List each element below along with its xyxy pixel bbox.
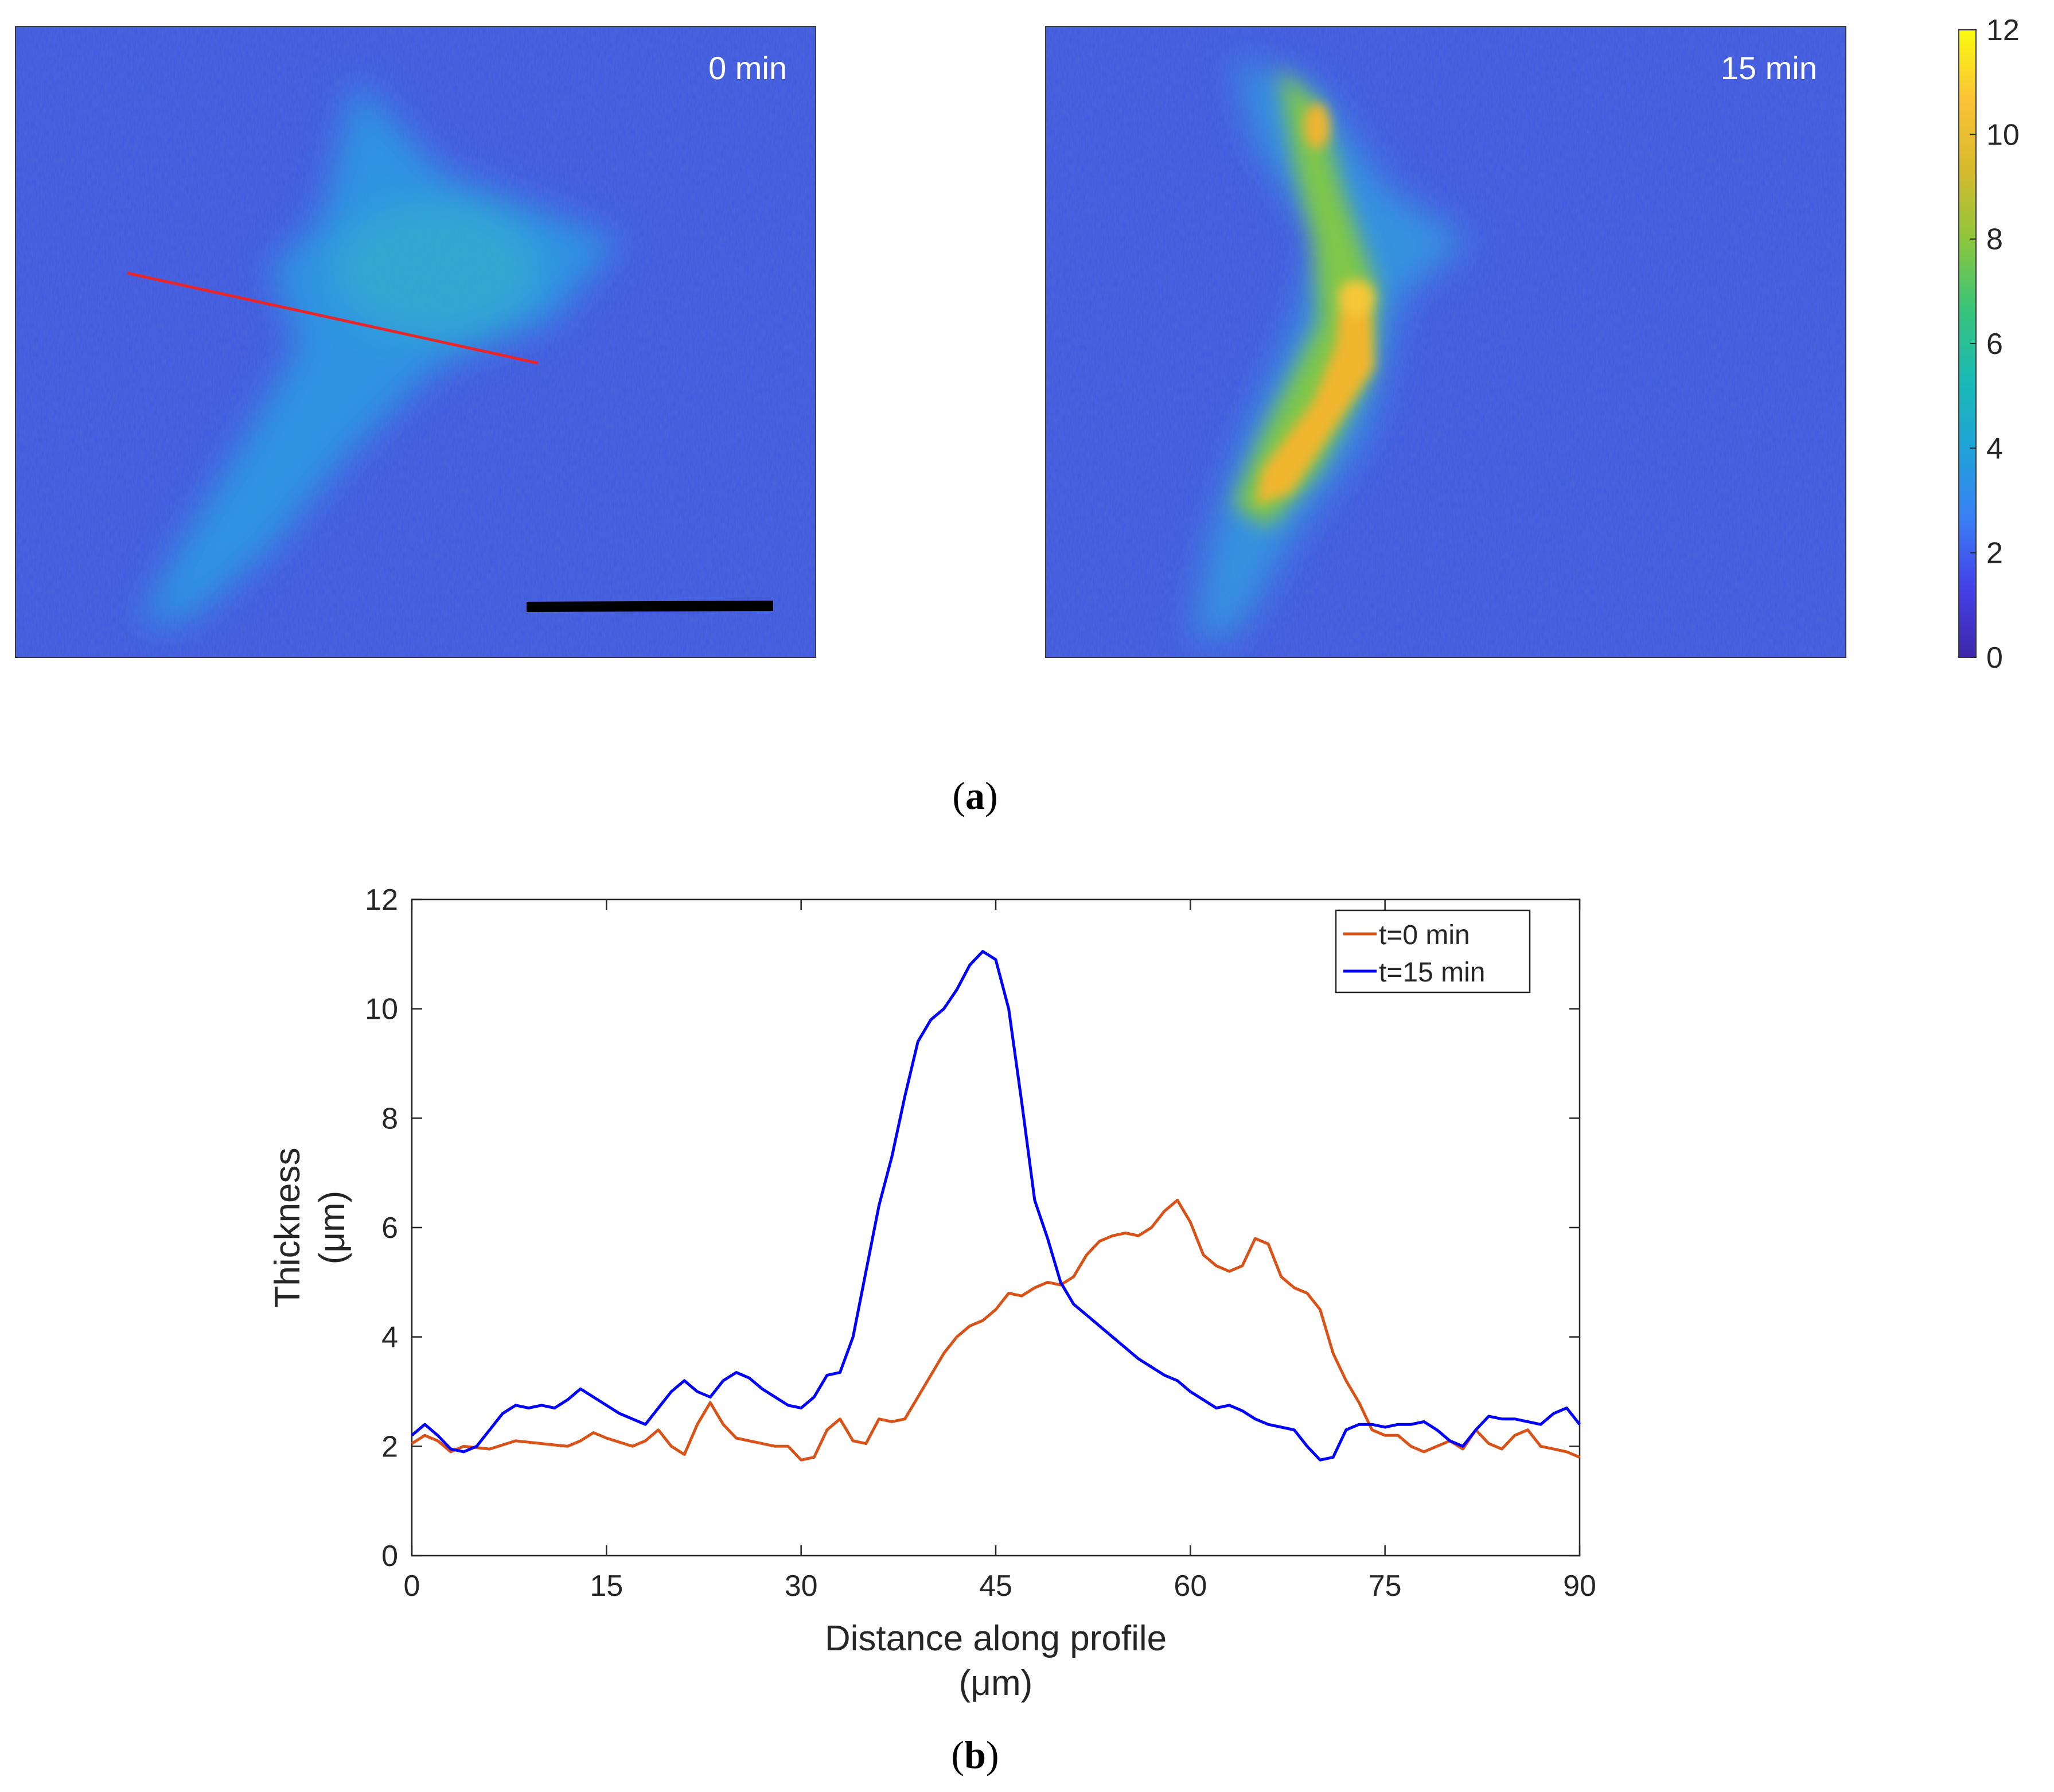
phase-image-15min: 15 min xyxy=(1046,26,1846,657)
image-frame-15min xyxy=(1045,26,1846,658)
x-axis-unit: (μm) xyxy=(959,1664,1033,1703)
panel-a-label-letter: a xyxy=(965,774,985,817)
legend: t=0 min t=15 min xyxy=(1335,909,1531,994)
y-tick-label: 10 xyxy=(365,993,398,1026)
panel-a-label: (a) xyxy=(952,774,997,817)
axis-ticks: 0 15 30 45 60 75 90 0 2 4 6 8 10 12 xyxy=(365,883,1596,1603)
image-frame-0min xyxy=(15,26,816,658)
cell-knot-lower xyxy=(1338,280,1375,317)
colorbar-tick-label: 0 xyxy=(1986,641,2003,675)
series-lines xyxy=(411,950,1581,1462)
cell-knot-upper xyxy=(1304,103,1330,149)
timestamp-15min: 15 min xyxy=(1721,50,1817,86)
plot-frame xyxy=(411,898,1581,1557)
y-tick-label: 2 xyxy=(381,1430,398,1463)
legend-box xyxy=(1335,909,1531,994)
y-axis-unit: (μm) xyxy=(313,1191,352,1265)
colorbar: 0 2 4 6 8 10 12 xyxy=(1958,14,2020,675)
panel-b-label-letter: b xyxy=(964,1733,986,1777)
x-tick-label: 45 xyxy=(979,1569,1012,1603)
profile-line xyxy=(127,271,539,365)
panel-b-label: (b) xyxy=(951,1733,999,1777)
panel-a-label-open: ( xyxy=(952,774,965,817)
x-tick-label: 30 xyxy=(785,1569,818,1603)
cell-peak-region xyxy=(1256,103,1375,505)
legend-label-t15: t=15 min xyxy=(1379,957,1485,988)
colorbar-ticks: 0 2 4 6 8 10 12 xyxy=(1970,14,2020,675)
panel-b-label-close: ) xyxy=(986,1733,999,1777)
y-tick-label: 6 xyxy=(381,1211,398,1245)
x-tick-label: 90 xyxy=(1563,1569,1596,1603)
panel-a: 0 min 15 min 0 2 4 6 8 10 12 (a) xyxy=(15,14,2020,817)
legend-label-t0: t=0 min xyxy=(1379,920,1470,950)
x-tick-label: 0 xyxy=(404,1569,420,1603)
colorbar-tick-label: 10 xyxy=(1986,118,2020,151)
colorbar-tick-label: 8 xyxy=(1986,223,2003,256)
cell-peak xyxy=(1256,281,1374,505)
colorbar-tick-label: 6 xyxy=(1986,328,2003,361)
cell-core xyxy=(333,201,539,338)
y-tick-label: 0 xyxy=(381,1540,398,1573)
panel-b-label-open: ( xyxy=(951,1733,964,1777)
colorbar-tick-label: 4 xyxy=(1986,432,2003,465)
series-line-t15 xyxy=(411,950,1581,1462)
y-tick-label: 4 xyxy=(381,1321,398,1354)
timestamp-0min: 0 min xyxy=(708,50,787,86)
x-axis-label: Distance along profile xyxy=(825,1619,1167,1658)
y-tick-label: 12 xyxy=(365,883,398,917)
phase-image-0min: 0 min xyxy=(15,26,816,657)
cell-region xyxy=(138,80,619,625)
image-texture xyxy=(1046,26,1846,657)
series-line-t0 xyxy=(411,1198,1580,1462)
colorbar-tick-label: 12 xyxy=(1986,14,2020,47)
y-tick-label: 8 xyxy=(381,1102,398,1135)
scale-bar xyxy=(526,601,774,612)
colorbar-tick-label: 2 xyxy=(1986,537,2003,570)
x-tick-label: 75 xyxy=(1369,1569,1402,1603)
panel-a-label-close: ) xyxy=(985,774,998,817)
x-tick-label: 15 xyxy=(590,1569,623,1603)
y-axis-label: Thickness xyxy=(268,1147,307,1307)
x-tick-label: 60 xyxy=(1174,1569,1207,1603)
